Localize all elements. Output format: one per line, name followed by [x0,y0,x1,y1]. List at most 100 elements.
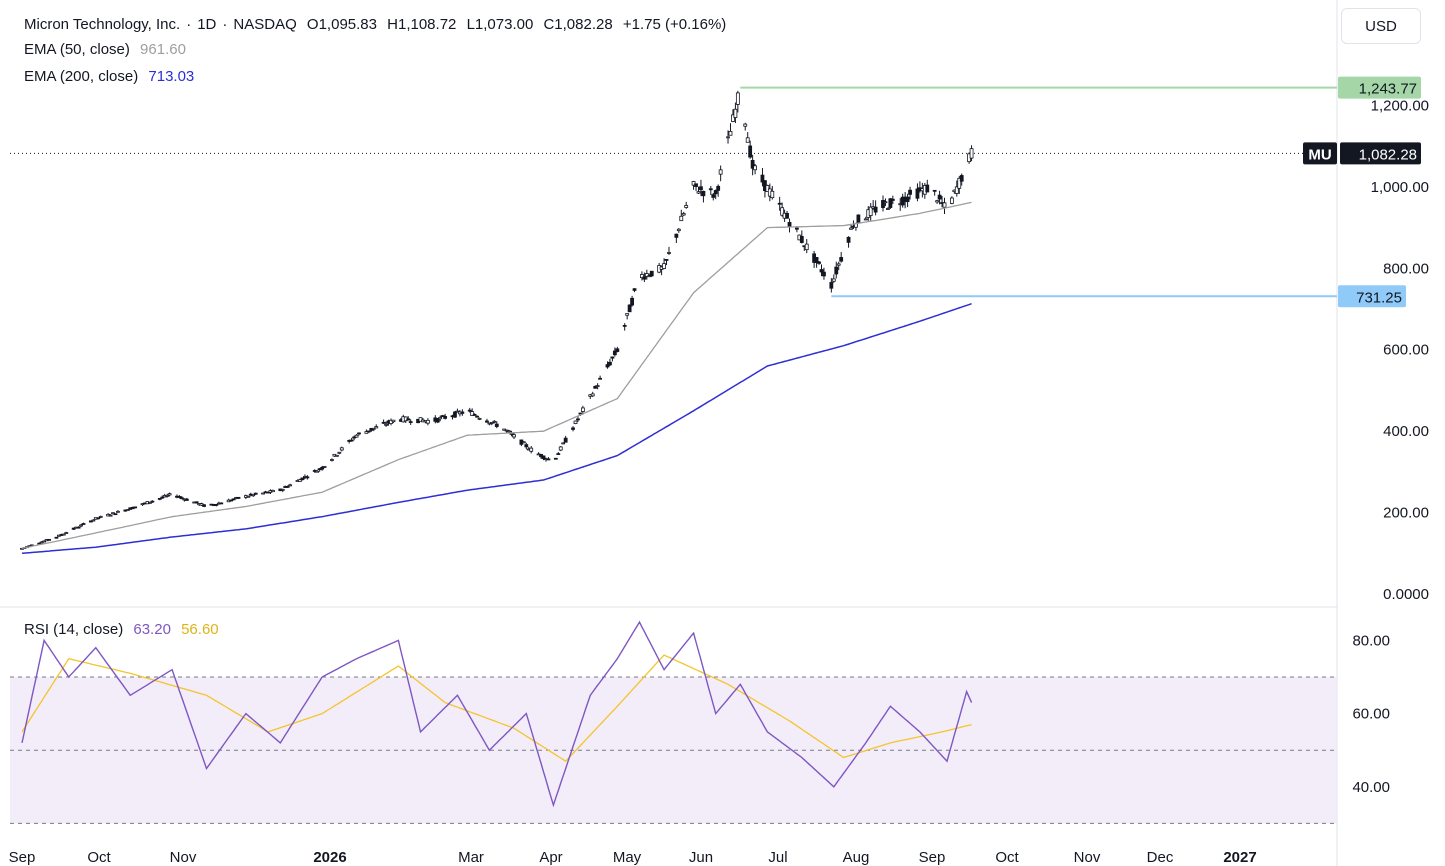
ticker-tag-text: MU [1308,146,1331,163]
candle-up [111,512,115,515]
candle-up [743,123,748,127]
candle-up [731,114,735,122]
ema50-line [21,201,972,550]
candle-up [91,519,96,522]
candle-up [949,197,954,204]
candle-down [632,288,637,291]
rsi-axis-tick-1: 60.00 [1352,706,1390,723]
last-price-tag-bg [1340,142,1421,165]
candle-up [39,541,44,544]
candle-down [472,414,477,416]
rsi-legend[interactable]: RSI (14, close) 63.20 56.60 [24,621,225,639]
candle-down [817,261,821,264]
candle-down [184,498,189,501]
ema50-legend[interactable]: EMA (50, close) 961.60 [24,41,192,59]
candle-down [642,276,647,280]
time-axis-label-0: Sep [9,849,36,866]
change-value: +1.75 (+0.16%) [622,16,727,33]
candle-down [467,409,472,412]
candle-up [98,515,103,518]
time-axis-label-6: May [613,849,642,866]
candle-down [576,418,580,421]
candle-up [573,420,578,424]
rsi-band [10,677,1337,824]
candle-down [443,416,448,419]
candle-up [942,202,947,208]
candle-up [849,227,853,230]
candle-down [194,501,199,504]
ema50-value: 961.60 [140,41,186,58]
candle-down [750,160,755,169]
low-price-tag-text: 731.25 [1356,289,1402,306]
candle-down [814,257,819,263]
candle-up [957,177,962,189]
candle-down [113,513,118,516]
candle-down [937,194,942,200]
candle-down [285,485,290,488]
price-axis-tick-0: 0.0000 [1383,586,1429,603]
candle-down [925,184,930,193]
currency-button[interactable]: USD [1341,8,1421,44]
candle-down [177,496,182,498]
candle-up [165,494,170,497]
candle-up [354,434,359,438]
candle-down [202,504,206,507]
rsi-value: 63.20 [133,621,171,638]
candle-up [477,417,482,420]
candle-down [563,437,568,443]
candle-down [787,222,792,228]
candle-up [681,213,686,216]
candle-down [352,436,357,439]
candle-down [760,174,765,183]
candle-down [856,214,861,224]
candle-down [349,439,354,442]
time-axis-label-9: Aug [843,849,870,866]
candle-up [167,493,172,496]
candle-down [96,517,101,520]
candle-up [770,190,775,199]
candle-up [735,92,740,105]
close-value: C1,082.28 [543,16,613,33]
candle-down [905,196,910,203]
ticker-tag-bg [1303,142,1337,165]
candle-down [593,386,598,389]
candle-down [435,418,440,423]
low-price-tag-bg [1338,285,1406,308]
candle-down [959,175,964,182]
candle-up [804,243,809,251]
candle-up [337,451,342,454]
candle-down [834,266,839,275]
time-axis-label-5: Apr [539,849,562,866]
price-axis-tick-2: 400.00 [1383,423,1429,440]
candle-up [330,459,334,461]
candle-down [71,527,76,530]
price-axis-tick-5: 1,000.00 [1371,179,1429,196]
price-axis-tick-3: 600.00 [1383,342,1429,359]
candle-down [366,430,371,433]
candle-up [745,137,750,143]
candle-up [561,442,566,445]
candle-down [610,356,615,359]
candle-down [915,188,920,199]
candle-up [640,274,644,279]
candle-up [315,470,320,473]
candle-up [64,532,69,534]
candle-up [288,484,293,487]
candle-down [630,297,634,306]
candle-up [728,131,733,136]
low-value: L1,073.00 [466,16,534,33]
candle-up [765,185,770,193]
candle-down [694,183,698,187]
ema200-legend[interactable]: EMA (200, close) 713.03 [24,68,200,86]
candle-up [529,447,534,452]
candle-down [150,500,155,503]
ema200-value: 713.03 [148,68,195,85]
exchange-label: NASDAQ [233,16,297,33]
time-axis-label-13: Dec [1147,849,1174,866]
candle-down [785,213,789,219]
candle-up [125,509,130,512]
candle-up [644,273,649,277]
candle-down [873,206,878,213]
candle-up [371,427,376,430]
